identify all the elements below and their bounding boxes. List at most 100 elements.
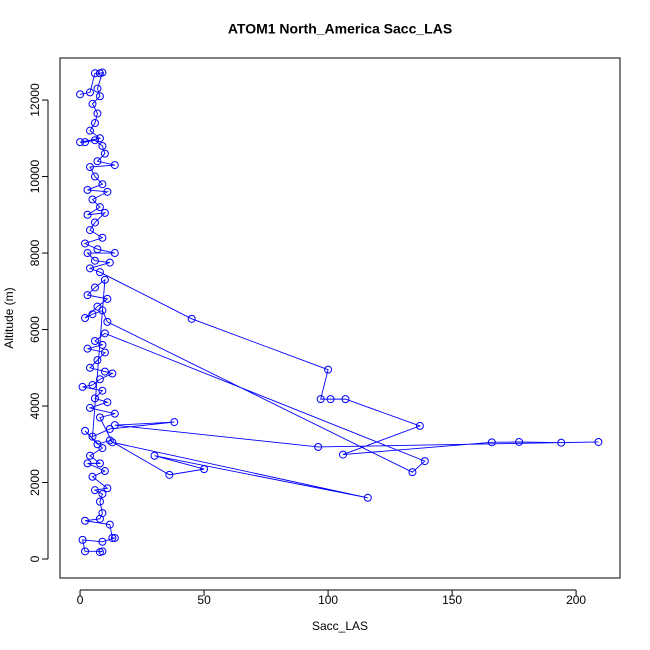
point (95, 134, 104, 143)
point (95, 548, 104, 557)
y-axis-label: Altitude (m) (2, 287, 16, 348)
point (76, 138, 85, 147)
point (93, 157, 102, 166)
point (95, 497, 104, 506)
point (98, 444, 107, 453)
x-tick-label: 0 (77, 593, 84, 607)
x-axis-label: Sacc_LAS (312, 619, 368, 633)
point (78, 382, 87, 391)
point (86, 363, 95, 372)
point (95, 203, 104, 212)
point (98, 489, 107, 498)
y-tick-label: 6000 (28, 316, 42, 343)
point (165, 470, 174, 479)
point (105, 424, 114, 433)
point (105, 258, 114, 267)
point (420, 457, 429, 466)
point (93, 356, 102, 365)
point (95, 514, 104, 523)
y-tick-label: 12000 (28, 83, 42, 117)
point (86, 403, 95, 412)
point (110, 533, 119, 542)
point (86, 226, 95, 235)
point (316, 395, 325, 404)
point (100, 367, 109, 376)
point (100, 275, 109, 284)
point (326, 395, 335, 404)
point (341, 395, 350, 404)
point (86, 451, 95, 460)
point (408, 468, 417, 477)
point (90, 486, 99, 495)
point (90, 256, 99, 265)
point (103, 398, 112, 407)
point (98, 537, 107, 546)
point (86, 264, 95, 273)
point (170, 418, 179, 427)
point (98, 340, 107, 349)
point (98, 141, 107, 150)
point (83, 344, 92, 353)
point (83, 249, 92, 258)
point (83, 291, 92, 300)
point (88, 310, 97, 319)
point (594, 437, 603, 446)
point (90, 119, 99, 128)
point (487, 438, 496, 447)
point (95, 375, 104, 384)
point (110, 409, 119, 418)
point (110, 161, 119, 170)
point (93, 109, 102, 118)
point (81, 516, 90, 525)
y-tick-label: 4000 (28, 392, 42, 419)
point (90, 136, 99, 145)
point (88, 472, 97, 481)
point (86, 88, 95, 97)
y-tick-label: 8000 (28, 239, 42, 266)
point (103, 187, 112, 196)
point (100, 348, 109, 357)
x-tick-label: 150 (442, 593, 462, 607)
point (338, 450, 347, 459)
point (81, 138, 90, 147)
point (93, 440, 102, 449)
plot-frame (59, 57, 621, 579)
point (98, 180, 107, 189)
point (187, 314, 196, 323)
point (105, 520, 114, 529)
point (76, 90, 85, 99)
point (90, 283, 99, 292)
point (314, 442, 323, 451)
y-tick-label: 10000 (28, 160, 42, 194)
point (98, 386, 107, 395)
point (110, 421, 119, 430)
point (90, 337, 99, 346)
point (98, 68, 107, 77)
point (98, 233, 107, 242)
point (93, 245, 102, 254)
point (93, 302, 102, 311)
point (95, 268, 104, 277)
point (86, 126, 95, 135)
point (98, 306, 107, 315)
point (81, 239, 90, 248)
point (100, 149, 109, 158)
point (95, 92, 104, 101)
point (100, 208, 109, 217)
point (200, 465, 209, 474)
point (90, 172, 99, 181)
point (83, 459, 92, 468)
point (90, 394, 99, 403)
point (88, 195, 97, 204)
point (88, 99, 97, 108)
point (105, 436, 114, 445)
point (93, 84, 102, 93)
point (88, 432, 97, 441)
x-tick-label: 200 (566, 593, 586, 607)
point (515, 437, 524, 446)
point (83, 210, 92, 219)
point (81, 314, 90, 323)
point (108, 369, 117, 378)
x-tick-label: 50 (197, 593, 211, 607)
